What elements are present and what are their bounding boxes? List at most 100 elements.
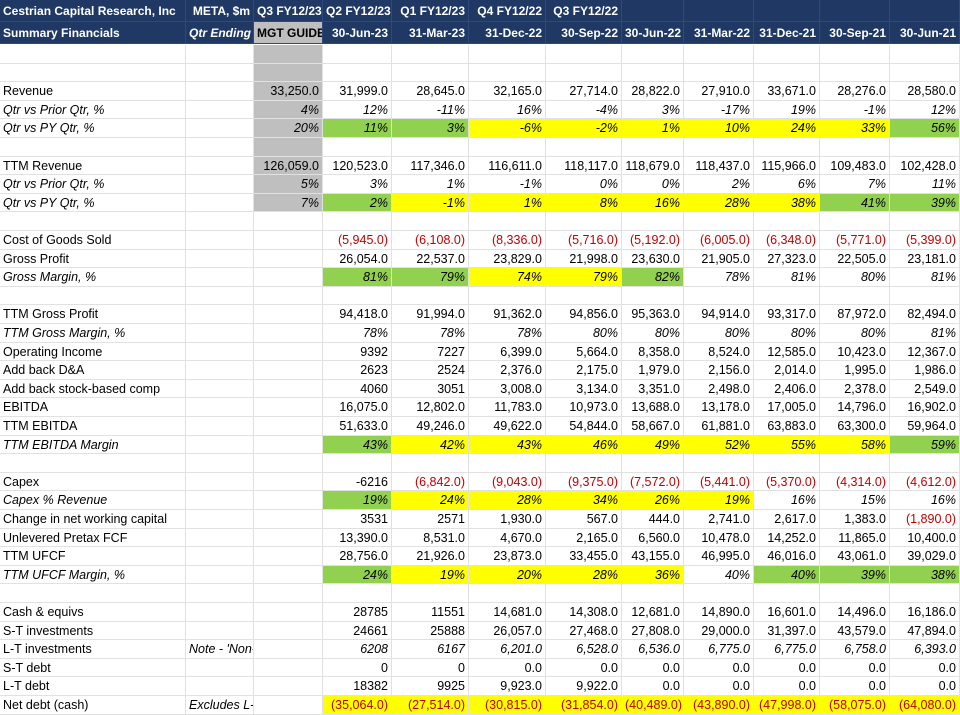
empty-cell xyxy=(820,45,890,64)
value-cell: (43,890.0) xyxy=(684,696,754,715)
value-cell: 28,822.0 xyxy=(622,82,684,101)
value-cell: 118,117.0 xyxy=(546,156,622,176)
value-cell: 6,399.0 xyxy=(469,342,546,362)
row-label: S-T investments xyxy=(0,621,186,641)
header-row1-col-3: Q2 FY12/23 xyxy=(323,0,392,22)
value-cell: 78% xyxy=(469,324,546,343)
value-cell: 43% xyxy=(323,435,392,455)
value-cell: (40,489.0) xyxy=(622,696,684,715)
empty-cell xyxy=(546,584,622,603)
value-cell: 27,808.0 xyxy=(622,621,684,641)
value-cell: 49,622.0 xyxy=(469,417,546,436)
value-cell: 11% xyxy=(323,119,392,138)
value-cell xyxy=(254,435,323,455)
value-cell: 4060 xyxy=(323,379,392,399)
value-cell: 16,601.0 xyxy=(754,603,820,622)
value-cell: 2% xyxy=(684,175,754,194)
value-cell: 6,560.0 xyxy=(622,528,684,548)
empty-cell xyxy=(469,584,546,603)
value-cell: 116,611.0 xyxy=(469,156,546,176)
value-cell: 16% xyxy=(754,491,820,510)
row-note xyxy=(186,175,254,194)
value-cell: 46% xyxy=(546,435,622,455)
row-label: TTM Gross Margin, % xyxy=(0,324,186,343)
value-cell: 28,756.0 xyxy=(323,547,392,566)
value-cell: (30,815.0) xyxy=(469,696,546,715)
row-note: Note - 'Non-Marketable xyxy=(186,640,254,659)
empty-cell xyxy=(323,45,392,64)
value-cell: 2,165.0 xyxy=(546,528,622,548)
empty-cell xyxy=(890,45,960,64)
row-note xyxy=(186,491,254,510)
value-cell: 78% xyxy=(323,324,392,343)
value-cell: 2,741.0 xyxy=(684,510,754,529)
value-cell: 94,418.0 xyxy=(323,305,392,324)
header-row2-col-3: 30-Jun-23 xyxy=(323,22,392,44)
value-cell xyxy=(254,658,323,678)
value-cell: 80% xyxy=(622,324,684,343)
empty-cell xyxy=(0,138,186,157)
value-cell: 79% xyxy=(546,268,622,287)
value-cell: 63,300.0 xyxy=(820,417,890,436)
value-cell: 39% xyxy=(820,565,890,585)
row-label: EBITDA xyxy=(0,398,186,417)
value-cell: 12% xyxy=(890,100,960,120)
value-cell: 6,758.0 xyxy=(820,640,890,659)
empty-cell xyxy=(186,63,254,83)
empty-cell xyxy=(186,454,254,473)
value-cell: 6,536.0 xyxy=(622,640,684,659)
value-cell: 43% xyxy=(469,435,546,455)
value-cell: 5% xyxy=(254,175,323,194)
value-cell: 12,585.0 xyxy=(754,342,820,362)
empty-cell xyxy=(820,138,890,157)
header-row2-col-6: 30-Sep-22 xyxy=(546,22,622,44)
value-cell: 115,966.0 xyxy=(754,156,820,176)
value-cell: 10,400.0 xyxy=(890,528,960,548)
empty-cell xyxy=(546,63,622,83)
row-label: Qtr vs PY Qtr, % xyxy=(0,119,186,138)
value-cell: 29,000.0 xyxy=(684,621,754,641)
value-cell: 82,494.0 xyxy=(890,305,960,324)
header-row1-col-6: Q3 FY12/22 xyxy=(546,0,622,22)
value-cell: 11,783.0 xyxy=(469,398,546,417)
value-cell: 61,881.0 xyxy=(684,417,754,436)
value-cell: 46,016.0 xyxy=(754,547,820,566)
value-cell: 28,580.0 xyxy=(890,82,960,101)
value-cell: (5,441.0) xyxy=(684,472,754,492)
row-note: Excludes L-T Investment xyxy=(186,696,254,715)
value-cell: 49,246.0 xyxy=(392,417,469,436)
row-label: S-T debt xyxy=(0,658,186,678)
value-cell: (64,080.0) xyxy=(890,696,960,715)
value-cell: 6,775.0 xyxy=(684,640,754,659)
row-label: Operating Income xyxy=(0,342,186,362)
value-cell: 95,363.0 xyxy=(622,305,684,324)
value-cell: 12,367.0 xyxy=(890,342,960,362)
value-cell: 28% xyxy=(684,193,754,213)
empty-cell xyxy=(684,286,754,306)
empty-cell xyxy=(0,45,186,64)
value-cell: 59% xyxy=(890,435,960,455)
value-cell: 14,796.0 xyxy=(820,398,890,417)
value-cell: 26,057.0 xyxy=(469,621,546,641)
value-cell: 43,579.0 xyxy=(820,621,890,641)
value-cell: 8,531.0 xyxy=(392,528,469,548)
value-cell: 14,890.0 xyxy=(684,603,754,622)
empty-cell xyxy=(186,584,254,603)
value-cell: 81% xyxy=(754,268,820,287)
value-cell: 23,630.0 xyxy=(622,249,684,269)
value-cell: 0.0 xyxy=(684,658,754,678)
value-cell: -1% xyxy=(820,100,890,120)
empty-cell xyxy=(622,286,684,306)
empty-cell xyxy=(820,454,890,473)
value-cell: 126,059.0 xyxy=(254,156,323,176)
value-cell: 0.0 xyxy=(684,677,754,696)
value-cell: 80% xyxy=(754,324,820,343)
value-cell: 20% xyxy=(254,119,323,138)
empty-cell xyxy=(546,286,622,306)
header-row1-col-0: Cestrian Capital Research, Inc xyxy=(0,0,186,22)
empty-cell xyxy=(820,584,890,603)
value-cell: 6,528.0 xyxy=(546,640,622,659)
value-cell: 91,994.0 xyxy=(392,305,469,324)
value-cell xyxy=(254,231,323,250)
